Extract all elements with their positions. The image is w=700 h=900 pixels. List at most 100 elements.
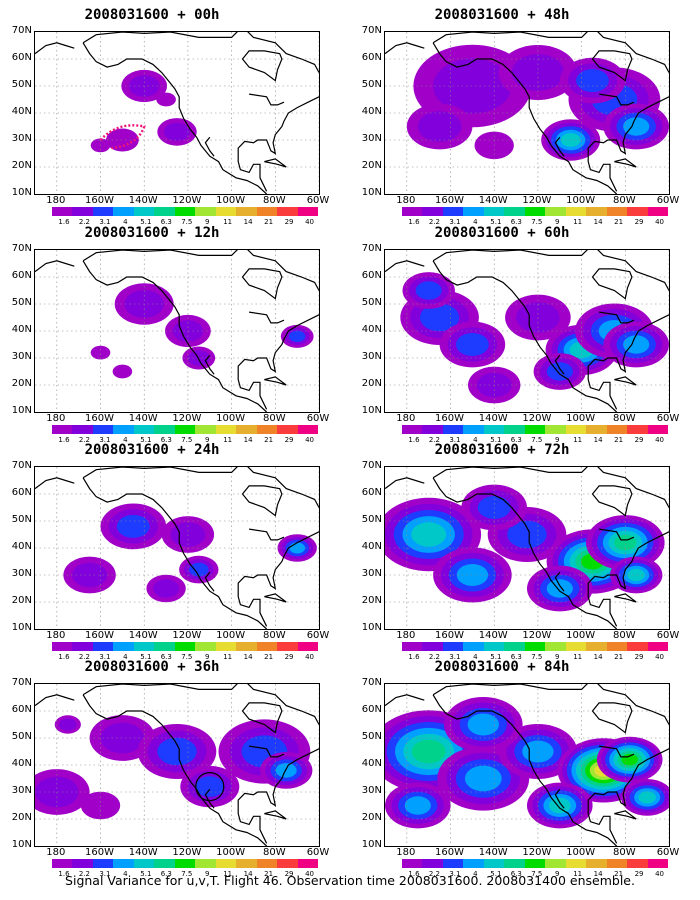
colorbar-label: 5.1 — [490, 218, 502, 226]
coastline — [241, 268, 283, 300]
colorbar-swatch — [606, 425, 628, 434]
colorbar-swatch — [545, 642, 567, 651]
lat-label: 70N — [11, 25, 32, 36]
colorbar-label: 1.6 — [408, 870, 420, 878]
variance-contour — [112, 364, 133, 379]
colorbar-swatch — [524, 642, 546, 651]
colorbar-swatch — [565, 859, 587, 868]
colorbar-label: 29 — [284, 218, 294, 226]
variance-contour — [411, 739, 446, 764]
lon-label: 80W — [612, 630, 636, 641]
colorbar-swatch — [422, 859, 444, 868]
map-area — [384, 683, 670, 847]
colorbar-swatch — [483, 425, 505, 434]
colorbar-swatch — [174, 207, 196, 216]
colorbar-swatch — [483, 207, 505, 216]
coastline — [249, 528, 285, 541]
colorbar-label: 4 — [473, 436, 478, 444]
colorbar-label: 3.1 — [99, 436, 111, 444]
coastline — [385, 260, 425, 273]
colorbar-label: 7.5 — [181, 870, 193, 878]
observation-circle — [195, 771, 225, 802]
coastline — [432, 694, 618, 846]
colorbar-swatch — [52, 425, 73, 434]
coastline — [587, 314, 669, 410]
variance-contour — [467, 713, 499, 736]
coastline — [82, 477, 268, 629]
coastline — [204, 136, 215, 157]
colorbar-label: 9 — [204, 218, 210, 226]
lat-label: 40N — [361, 324, 382, 335]
colorbar-swatch — [236, 642, 258, 651]
lon-label: 80W — [262, 413, 286, 424]
colorbar-label: 21 — [264, 436, 274, 444]
coastline — [591, 485, 633, 517]
lon-label: 140W — [128, 413, 158, 424]
colorbar-swatch — [586, 859, 608, 868]
lat-label: 50N — [11, 79, 32, 90]
coastline — [35, 260, 75, 273]
lon-label: 160W — [85, 413, 115, 424]
colorbar-swatch — [606, 859, 628, 868]
colorbar-swatch — [545, 859, 567, 868]
coastline — [554, 788, 565, 809]
colorbar-swatch — [92, 207, 114, 216]
colorbar-label: 3.1 — [99, 653, 111, 661]
lat-label: 30N — [361, 785, 382, 796]
lat-label: 30N — [11, 351, 32, 362]
colorbar-label: 14 — [593, 218, 603, 226]
coastline — [82, 684, 319, 725]
lon-label: 140W — [478, 195, 508, 206]
coastline — [614, 158, 637, 168]
lon-label: 60W — [306, 413, 330, 424]
coastline — [432, 32, 669, 73]
map-panel: 2008031600 + 60h 70N 60N 50N 40N 30N 20N 10N 180… — [352, 225, 680, 444]
colorbar-label: 3.1 — [449, 653, 461, 661]
colorbar-label: 9 — [204, 653, 210, 661]
colorbar-swatch — [297, 425, 319, 434]
map-area — [384, 466, 670, 630]
lat-label: 50N — [361, 79, 382, 90]
lon-label: 180 — [46, 847, 66, 858]
coastline — [82, 250, 319, 291]
colorbar-swatch — [277, 642, 299, 651]
colorbar-label: 6.3 — [510, 653, 522, 661]
colorbar-label: 5.1 — [140, 436, 152, 444]
coastline — [432, 684, 669, 725]
lon-label: 100W — [566, 847, 596, 858]
coastline — [237, 531, 319, 627]
colorbar-swatch — [277, 425, 299, 434]
colorbar-swatch — [215, 207, 237, 216]
colorbar-swatch — [402, 425, 423, 434]
coastline — [599, 745, 635, 758]
colorbar-label: 11 — [573, 870, 583, 878]
colorbar-label: 21 — [614, 218, 624, 226]
coastline — [614, 593, 637, 603]
colorbar-swatch — [297, 859, 319, 868]
colorbar-swatch — [422, 207, 444, 216]
colorbar-swatch — [565, 207, 587, 216]
colorbar-swatch — [647, 207, 669, 216]
lon-label: 100W — [216, 630, 246, 641]
colorbar-swatch — [422, 425, 444, 434]
lon-label: 100W — [216, 413, 246, 424]
colorbar-label: 9 — [554, 218, 560, 226]
colorbar-swatch — [524, 425, 546, 434]
map-area — [34, 249, 320, 413]
colorbar-swatch — [215, 642, 237, 651]
colorbar-label: 11 — [573, 218, 583, 226]
colorbar-swatch — [215, 859, 237, 868]
colorbar-swatch — [463, 425, 485, 434]
lon-label: 160W — [435, 630, 465, 641]
variance-contour — [507, 520, 547, 549]
colorbar-swatch — [174, 642, 196, 651]
colorbar-swatch — [524, 207, 546, 216]
colorbar-label: 2.2 — [78, 436, 91, 444]
colorbar-swatch — [256, 425, 278, 434]
lon-label: 180 — [46, 413, 66, 424]
colorbar-label: 9 — [204, 870, 210, 878]
colorbar-swatch — [402, 642, 423, 651]
colorbar-label: 40 — [655, 653, 664, 661]
colorbar-swatch — [463, 859, 485, 868]
coastline — [204, 571, 215, 592]
